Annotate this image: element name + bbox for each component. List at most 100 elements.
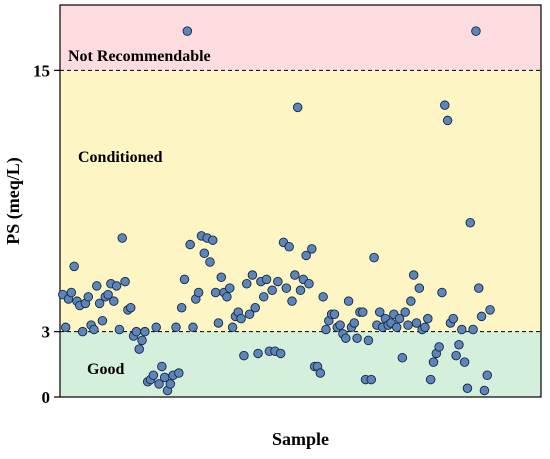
y-axis-label: PS (meq/L) [3, 157, 24, 245]
data-point [120, 276, 130, 287]
data-point [292, 102, 303, 113]
data-point [103, 289, 113, 300]
data-point [290, 270, 300, 280]
data-point [148, 370, 159, 380]
data-point [476, 311, 487, 322]
data-point [329, 309, 340, 319]
data-point [304, 279, 314, 289]
data-point [400, 307, 410, 317]
data-point [408, 270, 419, 280]
data-point [185, 239, 195, 250]
data-point [315, 368, 326, 378]
data-point [250, 302, 260, 313]
data-point [428, 357, 439, 367]
data-point [165, 379, 176, 389]
data-point [213, 318, 224, 328]
data-point [258, 292, 269, 302]
data-point [363, 335, 374, 346]
data-point [125, 302, 136, 313]
data-point [284, 241, 294, 252]
data-point [369, 252, 379, 263]
data-point [134, 344, 144, 354]
data-point [210, 287, 221, 298]
data-point [468, 324, 478, 335]
data-point [341, 333, 351, 343]
data-point [281, 283, 292, 293]
zone-labels: Good Conditioned Not Recommendable [68, 48, 211, 378]
zone-label-1: Conditioned [78, 149, 163, 166]
data-point [244, 309, 255, 319]
zone-label-2: Not Recommendable [68, 48, 211, 65]
data-point [140, 326, 150, 337]
data-point [357, 307, 368, 317]
data-point [176, 302, 187, 313]
data-point [69, 261, 79, 272]
data-point [403, 320, 413, 330]
data-point [193, 287, 204, 298]
data-point [154, 379, 164, 389]
data-point [236, 313, 246, 324]
data-point [117, 233, 127, 243]
plot-frame [59, 4, 542, 398]
data-point [434, 342, 444, 352]
data-point [188, 322, 198, 333]
data-point [374, 307, 385, 317]
data-point [267, 285, 277, 296]
data-point [97, 316, 108, 326]
data-point [179, 274, 190, 285]
data-point [208, 235, 218, 245]
data-point [137, 335, 147, 346]
data-point [92, 281, 102, 291]
data-point [425, 374, 436, 385]
data-point [465, 218, 476, 228]
data-point [437, 287, 447, 298]
data-point [451, 350, 461, 361]
data-points [58, 26, 495, 396]
data-point [225, 283, 235, 293]
zone-label-0: Good [87, 361, 124, 378]
data-point [318, 292, 328, 302]
data-point [247, 270, 258, 280]
data-point [89, 324, 99, 335]
data-point [287, 296, 297, 306]
zone-band-2 [60, 5, 541, 71]
data-point [335, 320, 345, 330]
data-point [77, 326, 88, 337]
data-point [222, 292, 232, 302]
data-point [397, 353, 408, 363]
y-axis-ticks: 0 3 15 [33, 61, 60, 407]
data-point [216, 272, 227, 282]
y-tick-label-1: 3 [42, 323, 51, 342]
data-point [485, 305, 495, 315]
data-point [406, 296, 416, 306]
data-point [114, 324, 125, 335]
data-point [171, 322, 181, 333]
data-point [273, 276, 283, 287]
data-point [366, 374, 376, 385]
data-point [474, 283, 484, 293]
data-point [423, 313, 433, 324]
data-point [459, 357, 470, 367]
data-point [157, 361, 167, 372]
data-point [174, 368, 184, 378]
data-point [227, 322, 238, 333]
data-point [414, 283, 425, 293]
data-point [462, 383, 473, 394]
data-point [131, 326, 142, 337]
data-point [442, 115, 453, 126]
data-point [482, 370, 492, 380]
data-point [205, 257, 215, 267]
data-point [66, 287, 77, 298]
data-point [151, 322, 161, 333]
data-point [349, 318, 360, 328]
data-point [261, 274, 272, 285]
data-point [60, 322, 71, 333]
data-point [182, 26, 193, 36]
data-point [241, 279, 252, 289]
data-point [411, 318, 422, 328]
data-point [394, 313, 405, 324]
data-point [301, 250, 311, 261]
data-point [199, 248, 210, 259]
data-point [454, 339, 464, 350]
